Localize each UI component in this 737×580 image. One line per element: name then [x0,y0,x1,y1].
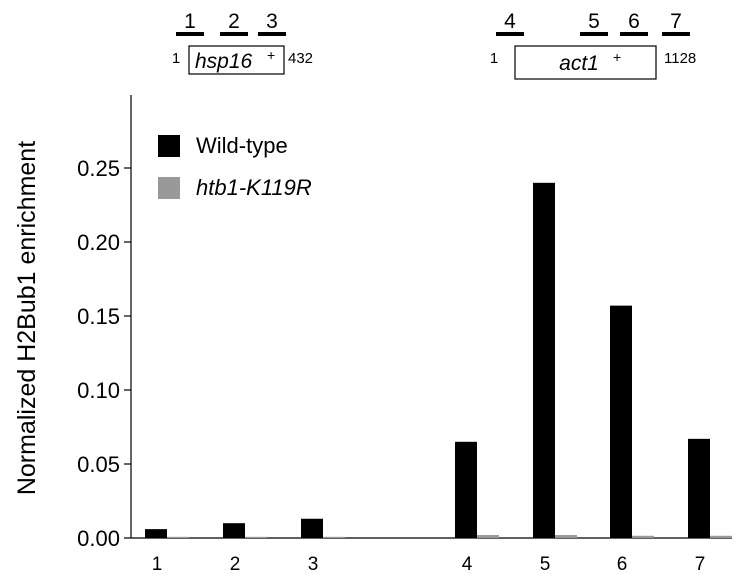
region-label-4: 4 [504,10,516,33]
act1-start: 1 [490,50,498,67]
region-label-7: 7 [670,10,682,33]
bar-htb1-k119r-5 [555,535,577,538]
y-axis-title: Normalized H2Bub1 enrichment [13,141,41,495]
hsp16-end: 432 [288,50,313,67]
bar-htb1-k119r-1 [167,537,189,538]
y-tick-label: 0.05 [77,452,120,477]
hsp16-start: 1 [172,50,180,67]
region-label-3: 3 [266,10,278,33]
gene-map-hsp16: 1 2 3 1 hsp16 + 432 [172,10,313,74]
x-tick-label: 5 [540,554,551,575]
x-tick-label: 7 [695,554,706,575]
hsp16-superscript: + [267,47,275,63]
gene-map-act1: 4 5 6 7 1 act1 + 1128 [490,10,696,79]
y-ticks: 0.00 0.05 0.10 0.15 0.20 0.25 [77,156,131,551]
x-tick-label: 1 [152,554,163,575]
bar-htb1-k119r-3 [323,537,345,538]
region-label-5: 5 [588,10,600,33]
y-tick-label: 0.20 [77,230,120,255]
bar-wild-type-4 [455,442,477,538]
x-tick-label: 3 [308,554,319,575]
legend-label-htb1-k119r: htb1-K119R [196,175,312,200]
bar-htb1-k119r-4 [477,535,499,538]
legend-swatch-htb1-k119r [158,177,180,199]
region-label-1: 1 [184,10,196,33]
act1-end: 1128 [664,50,696,67]
x-tick-label: 6 [617,554,628,575]
bar-wild-type-6 [610,306,632,538]
bar-wild-type-7 [688,439,710,538]
legend-swatch-wild-type [158,135,180,157]
bar-htb1-k119r-2 [245,537,267,538]
bar-wild-type-3 [301,519,323,538]
bar-htb1-k119r-7 [710,536,732,538]
bar-wild-type-5 [533,183,555,538]
act1-name: act1 [559,52,599,75]
hsp16-name: hsp16 [195,50,253,73]
y-tick-label: 0.25 [77,156,120,181]
act1-superscript: + [613,49,621,65]
y-tick-label: 0.15 [77,304,120,329]
x-tick-label: 2 [230,554,241,575]
bar-htb1-k119r-6 [632,536,654,538]
legend: Wild-type htb1-K119R [158,133,312,200]
region-label-2: 2 [228,10,240,33]
region-label-6: 6 [628,10,640,33]
bar-wild-type-1 [145,529,167,538]
x-tick-label: 4 [462,554,473,575]
bar-wild-type-2 [223,523,245,538]
bars [145,183,732,538]
y-tick-label: 0.10 [77,378,120,403]
y-tick-label: 0.00 [77,526,120,551]
legend-label-wild-type: Wild-type [196,133,288,158]
x-labels: 1 2 3 4 5 6 7 [152,554,706,575]
